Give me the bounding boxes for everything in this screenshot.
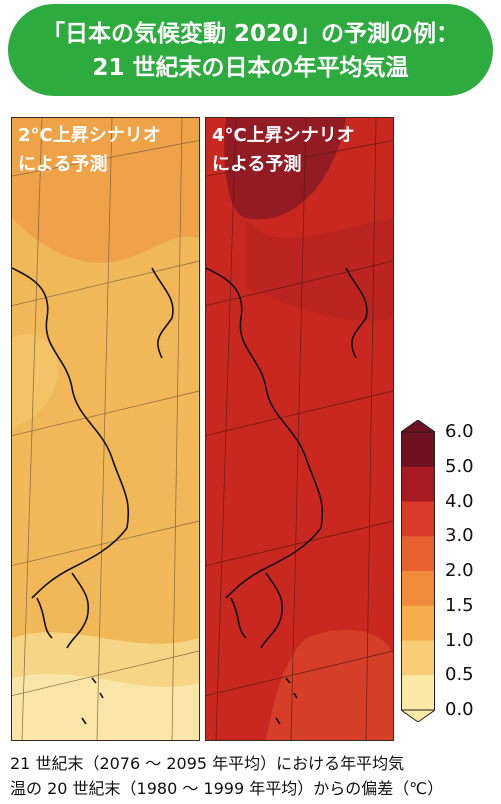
colorbar-tick-label: 3.0: [445, 525, 474, 547]
colorbar-tick-label: 4.0: [445, 490, 474, 512]
colorbar-segment: [401, 536, 435, 572]
panel-4c-caption-1: 4°C上昇シナリオ: [212, 125, 355, 146]
colorbar: [401, 420, 435, 722]
colorbar-tick-label: 1.5: [445, 594, 474, 616]
title-line-1: 「日本の気候変動 2020」の予測の例：: [41, 21, 460, 47]
colorbar-tick-label: 1.0: [445, 629, 474, 651]
colorbar-segment: [401, 605, 435, 641]
map-4c-scenario: 4°C上昇シナリオ による予測: [205, 117, 394, 741]
title-banner: 「日本の気候変動 2020」の予測の例： 21 世紀末の日本の年平均気温: [8, 4, 493, 96]
panel-2c-caption-2: による予測: [18, 154, 108, 175]
colorbar-segment: [401, 501, 435, 537]
panel-2c-caption-1: 2°C上昇シナリオ: [18, 125, 161, 146]
colorbar-tick-label: 0.5: [445, 664, 474, 686]
panel-4c-caption-2: による予測: [212, 154, 302, 175]
footnote-line-2: 温の 20 世紀末（1980 ～ 1999 年平均）からの偏差（℃）: [10, 779, 444, 798]
colorbar-tick-label: 5.0: [445, 455, 474, 477]
colorbar-segment: [401, 640, 435, 676]
colorbar-segment: [401, 571, 435, 607]
colorbar-tick-label: 0.0: [445, 699, 474, 720]
colorbar-tick-label: 2.0: [445, 560, 474, 581]
map-4c-graphic: [206, 118, 393, 740]
colorbar-tick-label: 6.0: [445, 421, 474, 442]
colorbar-top-arrow: [401, 420, 435, 433]
colorbar-segment: [401, 675, 435, 711]
footnote-line-1: 21 世紀末（2076 ～ 2095 年平均）における年平均気: [10, 754, 405, 773]
map-2c-graphic: [12, 118, 199, 740]
colorbar-frame: [401, 431, 435, 711]
colorbar-segment: [401, 466, 435, 502]
colorbar-bottom-arrow: [401, 709, 435, 722]
title-line-2: 21 世紀末の日本の年平均気温: [92, 55, 409, 81]
colorbar-segment: [401, 432, 435, 468]
map-2c-scenario: 2°C上昇シナリオ による予測: [11, 117, 200, 741]
